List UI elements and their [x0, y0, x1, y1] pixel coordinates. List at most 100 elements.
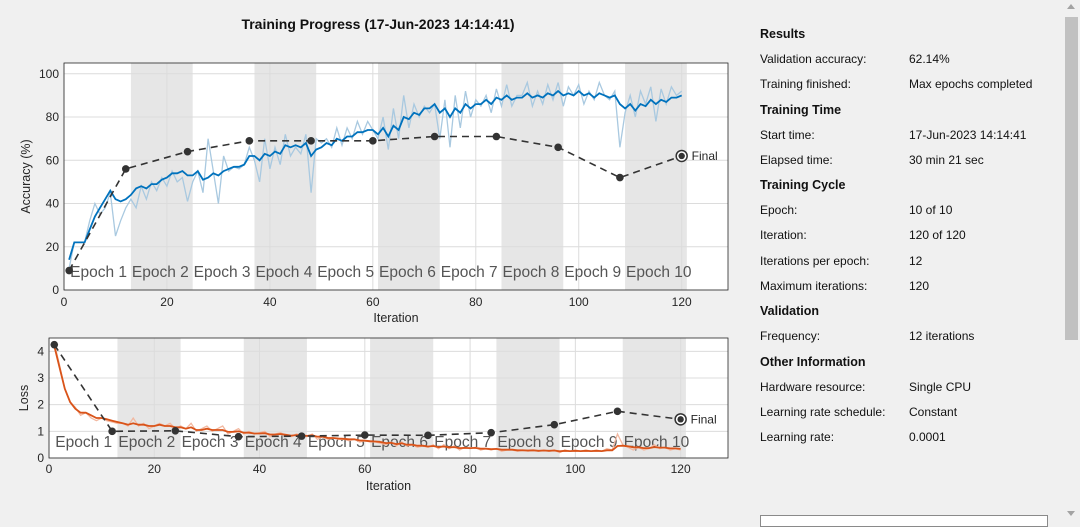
y-tick-label: 4: [37, 344, 44, 358]
epoch-label: Epoch 2: [118, 434, 175, 451]
info-label: Training finished:: [760, 77, 851, 92]
info-row: Training finished: Max epochs completed: [760, 74, 1060, 99]
info-label: Hardware resource:: [760, 379, 866, 394]
scroll-down-arrow-icon[interactable]: [1067, 511, 1075, 516]
epoch-label: Epoch 8: [497, 434, 554, 451]
section-title: Validation: [760, 304, 820, 319]
validation-point: [108, 427, 116, 436]
epoch-label: Epoch 6: [379, 264, 436, 281]
x-tick-label: 0: [61, 295, 68, 309]
loss-smoothed-line: [53, 345, 681, 453]
epoch-label: Epoch 2: [132, 264, 189, 281]
validation-point: [430, 132, 439, 141]
x-tick-label: 100: [565, 462, 585, 476]
epoch-label: Epoch 6: [371, 434, 428, 451]
validation-point: [65, 266, 73, 275]
info-row: Iteration: 120 of 120: [760, 225, 1060, 250]
info-row: Epoch: 10 of 10: [760, 200, 1060, 225]
y-tick-label: 0: [52, 283, 59, 297]
info-label: Learning rate schedule:: [760, 404, 886, 419]
final-marker: [678, 152, 685, 160]
validation-point: [554, 143, 562, 152]
info-label: Elapsed time:: [760, 152, 833, 167]
info-value: 10 of 10: [909, 203, 953, 218]
x-axis-label: Iteration: [373, 311, 418, 325]
epoch-label: Epoch 4: [255, 264, 312, 281]
validation-point: [50, 340, 59, 349]
final-marker: [677, 416, 684, 423]
x-tick-label: 80: [469, 295, 483, 309]
info-row: Start time: 17-Jun-2023 14:14:41: [760, 125, 1060, 150]
results-panel: Results Validation accuracy: 62.14% Trainin…: [760, 24, 1060, 453]
validation-point: [245, 137, 254, 145]
info-row: Iterations per epoch: 12: [760, 251, 1060, 276]
epoch-band: [370, 338, 434, 458]
x-axis-label: Iteration: [366, 479, 411, 493]
scroll-up-arrow-icon[interactable]: [1067, 4, 1075, 9]
epoch-band: [496, 338, 560, 458]
info-value: 120: [909, 279, 930, 294]
x-tick-label: 120: [672, 295, 692, 309]
validation-point: [361, 431, 369, 439]
info-label: Iterations per epoch:: [760, 253, 870, 268]
section-title: Results: [760, 27, 806, 41]
info-row: Validation accuracy: 62.14%: [760, 49, 1060, 74]
validation-point: [616, 173, 624, 182]
epoch-band: [117, 338, 181, 458]
info-value: Max epochs completed: [909, 77, 1033, 92]
info-label: Learning rate:: [760, 430, 835, 445]
epoch-label: Epoch 4: [245, 434, 302, 451]
validation-point: [550, 420, 559, 429]
epoch-label: Epoch 1: [55, 434, 112, 451]
section-title: Other Information: [760, 354, 866, 369]
info-value: Constant: [909, 404, 958, 419]
y-tick-label: 40: [46, 197, 60, 211]
info-row: Maximum iterations: 120: [760, 276, 1060, 301]
info-value: 120 of 120: [909, 228, 966, 243]
y-tick-label: 60: [46, 153, 60, 167]
vertical-scrollbar[interactable]: [1063, 0, 1080, 520]
validation-point: [307, 137, 315, 145]
validation-point: [424, 431, 432, 440]
info-label: Frequency:: [760, 329, 821, 344]
info-row: Elapsed time: 30 min 21 sec: [760, 150, 1060, 175]
validation-point: [183, 147, 192, 156]
scrollbar-thumb[interactable]: [1065, 17, 1078, 340]
epoch-label: Epoch 5: [317, 264, 374, 281]
info-label: Validation accuracy:: [760, 52, 867, 66]
info-value: Single CPU: [909, 379, 972, 394]
validation-point: [121, 165, 130, 173]
epoch-band: [622, 338, 686, 458]
section-title: Training Cycle: [760, 178, 846, 193]
y-axis-label: Accuracy (%): [19, 139, 33, 213]
x-tick-label: 0: [46, 462, 53, 476]
accuracy-axes-box: [63, 62, 729, 291]
info-label: Epoch:: [760, 203, 798, 218]
x-tick-label: 20: [160, 295, 174, 309]
x-tick-label: 120: [671, 462, 691, 476]
info-row: Learning rate schedule: Constant: [760, 402, 1060, 427]
info-value: 0.0001: [909, 430, 946, 445]
info-value: 30 min 21 sec: [909, 152, 984, 167]
y-tick-label: 80: [46, 110, 60, 124]
loss-validation-line: [53, 344, 681, 438]
y-tick-label: 2: [37, 398, 44, 412]
section-title: Training Time: [760, 102, 842, 117]
y-axis-label: Loss: [17, 385, 31, 411]
epoch-band: [243, 338, 307, 458]
info-label: Maximum iterations:: [760, 279, 868, 294]
epoch-label: Epoch 5: [308, 434, 365, 451]
y-tick-label: 0: [37, 451, 44, 465]
epoch-label: Epoch 3: [182, 434, 239, 451]
epoch-label: Epoch 8: [503, 264, 560, 281]
epoch-label: Epoch 3: [194, 264, 251, 281]
y-tick-label: 1: [37, 424, 44, 438]
bottom-frame-edge: [760, 515, 1048, 527]
epoch-label: Epoch 10: [626, 264, 692, 281]
y-tick-label: 100: [39, 67, 59, 81]
y-tick-label: 20: [46, 240, 60, 254]
validation-point: [297, 432, 306, 440]
accuracy-smoothed-line: [68, 89, 683, 260]
training-progress-title: Training Progress (17-Jun-2023 14:14:41): [241, 16, 515, 32]
